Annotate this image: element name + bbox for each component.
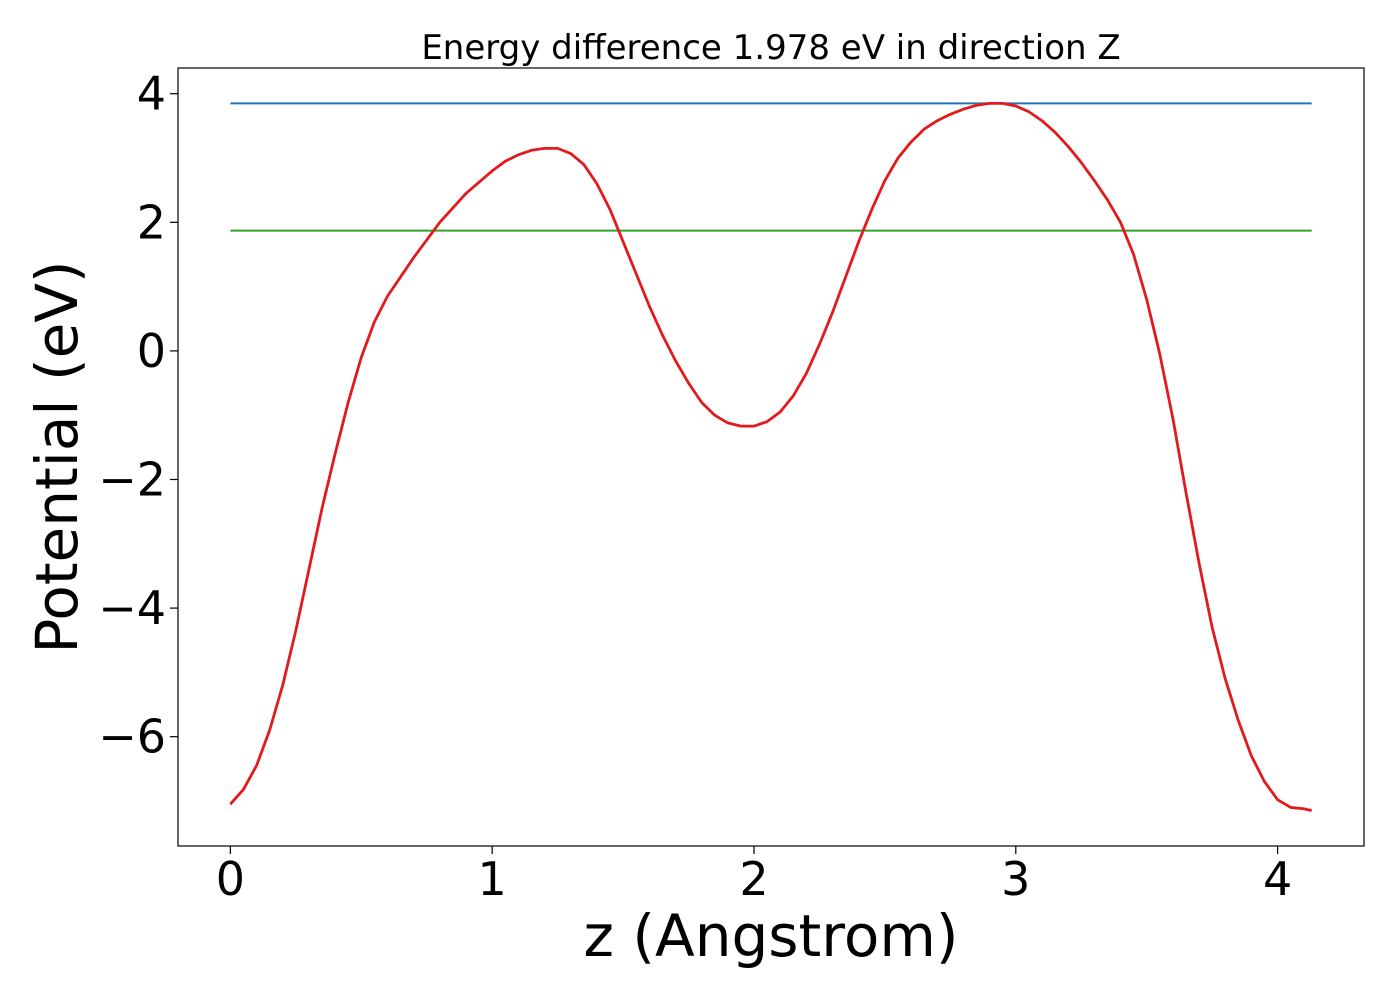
x-axis-label: z (Angstrom) [584, 902, 959, 970]
y-tick-label: −2 [98, 453, 166, 507]
y-tick-label: 2 [137, 195, 166, 249]
y-axis-ticks: −6 −4 −2 0 2 4 [98, 67, 178, 764]
x-tick-label: 2 [739, 852, 768, 906]
chart-title: Energy difference 1.978 eV in direction … [421, 28, 1120, 68]
plot-frame [177, 67, 1365, 847]
x-tick-label: 1 [478, 852, 507, 906]
series-layer [229, 101, 1312, 812]
x-axis-ticks: 0 1 2 3 4 [216, 846, 1292, 906]
potential-curve [229, 101, 1312, 812]
y-tick-label: −4 [98, 581, 166, 635]
y-axis-label: Potential (eV) [23, 260, 91, 653]
x-tick-label: 3 [1001, 852, 1030, 906]
x-tick-label: 0 [216, 852, 245, 906]
y-tick-label: 0 [137, 324, 166, 378]
y-tick-label: 4 [137, 67, 166, 121]
x-tick-label: 4 [1263, 852, 1292, 906]
y-tick-label: −6 [98, 710, 166, 764]
